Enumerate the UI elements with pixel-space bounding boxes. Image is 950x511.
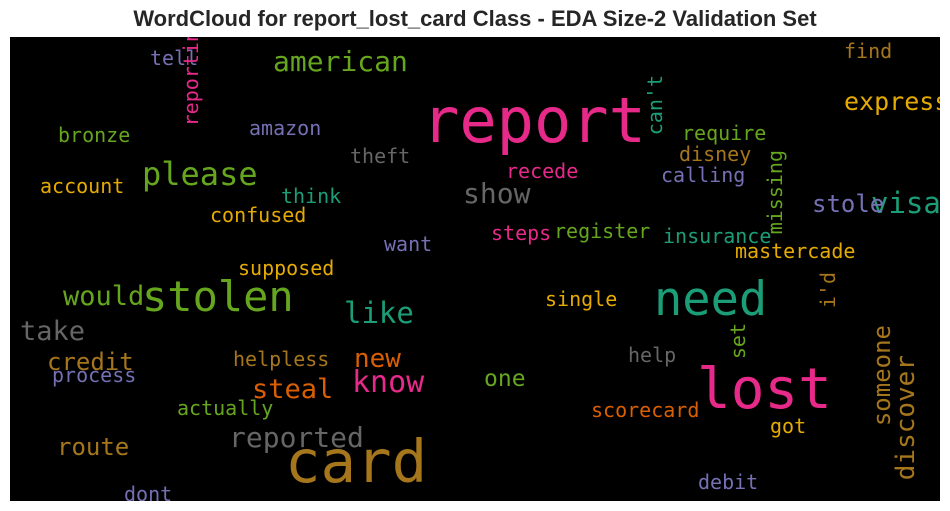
word-help: help [628,343,677,367]
word-find: find [844,39,893,63]
word-need: need [654,272,768,327]
word-want: want [384,232,433,256]
word-new: new [354,344,401,374]
word-someone: someone [868,325,896,427]
word-american: american [273,45,408,78]
word-actually: actually [177,396,274,420]
word-discover: discover [891,355,921,481]
word-account: account [40,174,125,198]
word-report: report [422,84,646,157]
word-scorecard: scorecard [591,398,700,422]
word-visa: visa [871,186,940,220]
word-show: show [463,177,531,210]
word-helpless: helpless [233,347,330,371]
word-please: please [142,155,258,193]
word-think: think [281,184,342,208]
word-insurance: insurance [663,224,772,248]
wordcloud-canvas: report card lost need stolen please know visa li… [10,37,940,501]
word-steps: steps [491,221,552,245]
word-i-d: i'd [816,271,840,309]
word-reporting: reporting [179,37,203,127]
word-card: card [285,427,428,496]
word-know: know [352,365,425,400]
word-tell: tell [150,46,199,70]
word-calling: calling [661,163,746,187]
word-stole: stole [812,190,885,218]
word-debit: debit [698,470,759,494]
word-single: single [545,287,618,311]
word-would: would [63,281,145,312]
word-lost: lost [697,357,832,422]
word-set: set [726,322,750,360]
word-reported: reported [229,421,364,454]
word-stolen: stolen [142,272,294,321]
word-amazon: amazon [249,116,322,140]
word-express: express [844,87,940,116]
word-dont: dont [124,482,173,501]
word-require: require [682,121,767,145]
word-like: like [344,296,414,330]
word-mastercade: mastercade [735,239,856,263]
word-theft: theft [350,144,411,168]
word-process: process [52,363,137,387]
word-steal: steal [252,374,334,405]
word-route: route [57,433,130,461]
word-got: got [770,414,807,438]
word-register: register [554,219,651,243]
word-one: one [484,366,526,392]
word-confused: confused [210,203,307,227]
chart-title: WordCloud for report_lost_card Class - E… [133,6,817,31]
word-missing: missing [763,149,787,235]
word-disney: disney [679,142,752,166]
word-bronze: bronze [58,123,131,147]
word-can-t: can't [643,74,667,136]
word-credit: credit [47,348,134,376]
word-take: take [20,316,86,347]
word-supposed: supposed [238,256,335,280]
word-recede: recede [506,159,579,183]
